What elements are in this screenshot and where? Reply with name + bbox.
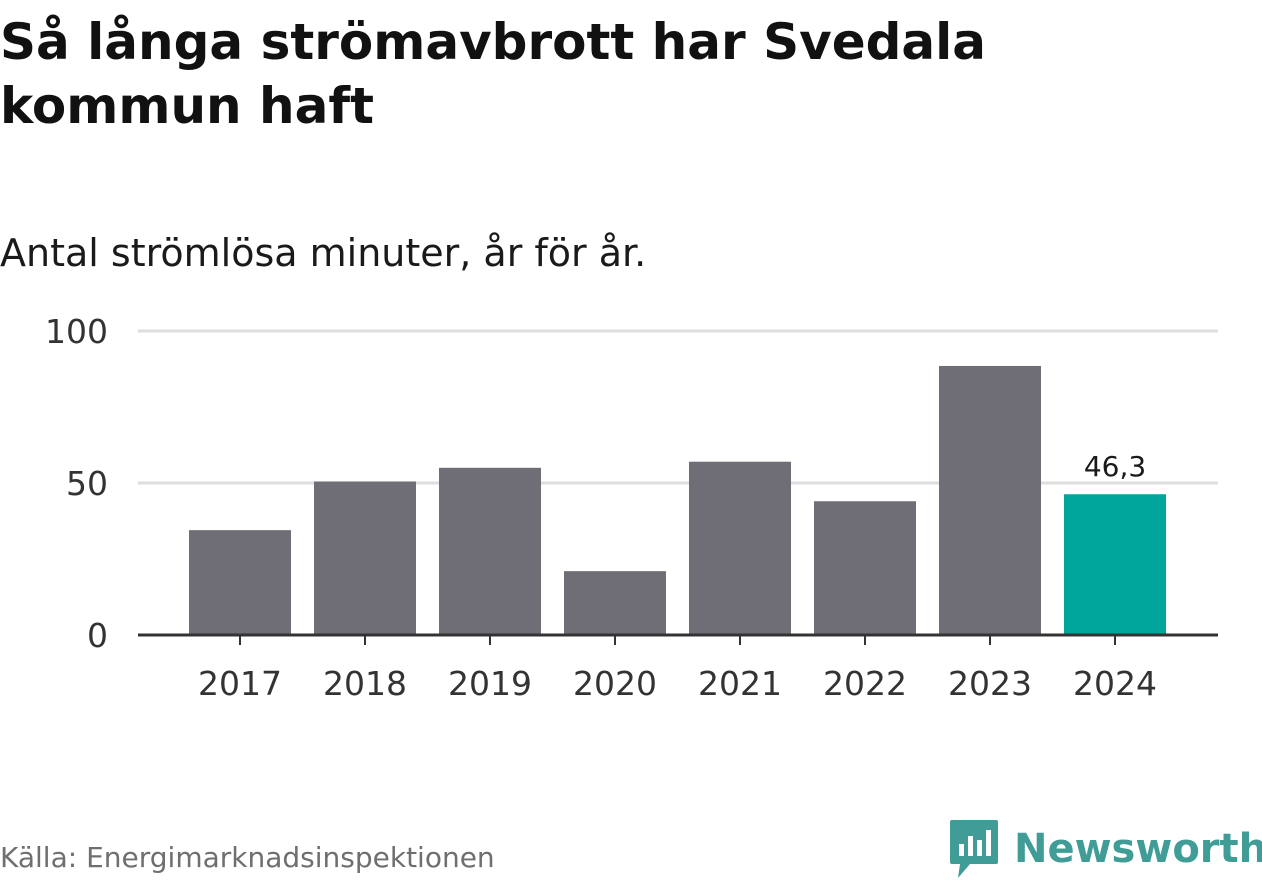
- newsworthy-logo-icon: [950, 820, 998, 878]
- x-tick-label: 2022: [823, 664, 907, 703]
- bar-chart: 0 50 100 2017 2018 2019 2020 2021 2022 2023 2024 46…: [45, 312, 1218, 703]
- x-tick-label: 2017: [198, 664, 282, 703]
- x-tick-label: 2020: [573, 664, 657, 703]
- bar-2022: [814, 501, 916, 635]
- chart-subtitle: Antal strömlösa minuter, år för år.: [0, 231, 647, 275]
- y-tick-label: 100: [45, 312, 108, 351]
- data-label: 46,3: [1084, 450, 1146, 483]
- y-tick-label: 0: [87, 616, 108, 655]
- bar-2021: [689, 461, 791, 635]
- bar-2023: [939, 365, 1041, 635]
- x-tick-label: 2018: [323, 664, 407, 703]
- chart-title: Så långa strömavbrott har Svedala kommun…: [0, 13, 987, 135]
- brand-name: Newsworthy: [1014, 826, 1262, 872]
- x-tick-label: 2019: [448, 664, 532, 703]
- x-tick-label: 2023: [948, 664, 1032, 703]
- y-tick-label: 50: [66, 464, 108, 503]
- bar-2018: [314, 481, 416, 635]
- x-tick-label: 2021: [698, 664, 782, 703]
- bar-2024: [1064, 494, 1166, 635]
- x-tick-label: 2024: [1073, 664, 1157, 703]
- bar-2019: [439, 467, 541, 635]
- brand-logo: Newsworthy: [948, 818, 1262, 880]
- bar-2020: [564, 571, 666, 635]
- source-note: Källa: Energimarknadsinspektionen: [0, 841, 495, 874]
- bar-2017: [189, 530, 291, 635]
